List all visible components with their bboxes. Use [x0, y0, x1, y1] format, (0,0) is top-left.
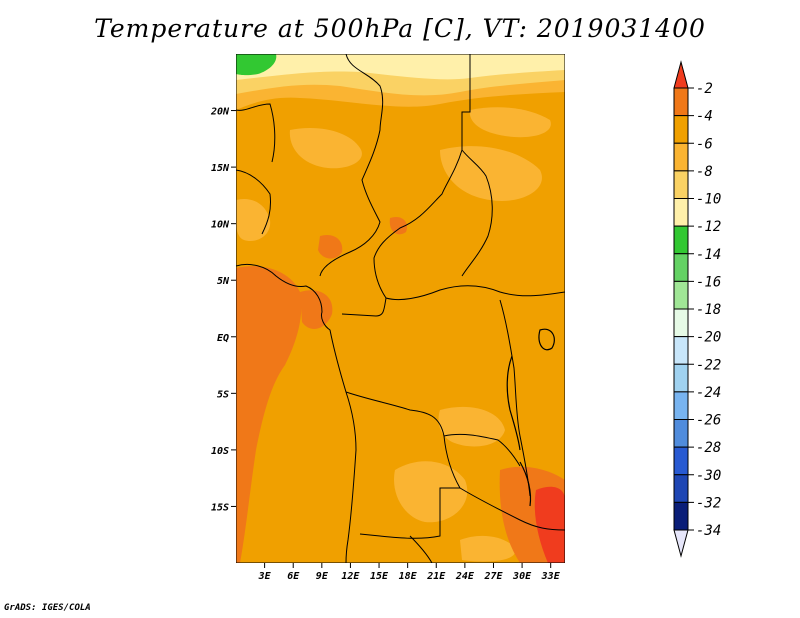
y-tick-label: 20N: [210, 107, 230, 118]
colorbar-swatch: [673, 336, 689, 365]
x-tick-label: 21E: [426, 571, 446, 582]
y-tick-label: 10S: [211, 446, 229, 457]
colorbar-label: -34: [696, 523, 721, 539]
colorbar-label: -30: [696, 468, 721, 484]
country-boundaries: [236, 54, 565, 563]
x-axis: 3E 6E 9E 12E 15E 18E 21E 24E 27E 30E 33E: [258, 563, 561, 582]
colorbar-arrow-bottom: [673, 529, 689, 558]
colorbar-label: -4: [696, 109, 713, 125]
field-patch-dark-gulf: [300, 290, 333, 329]
colorbar-label: -6: [696, 136, 713, 152]
colorbar: -2 -4 -6 -8 -10 -12 -14 -16 -18 -20 -22 -24 -26 -28 -3…: [673, 60, 721, 558]
colorbar-label: -14: [696, 247, 721, 263]
field-patch-light-sahel-1: [289, 128, 362, 169]
x-tick-label: 12E: [341, 571, 360, 582]
y-tick-label: EQ: [217, 333, 229, 344]
x-tick-label: 3E: [258, 571, 272, 582]
field-band-green-nw: [236, 54, 277, 76]
colorbar-swatch: [673, 474, 689, 503]
x-tick-label: 15E: [370, 571, 389, 582]
map-field: [236, 54, 565, 563]
colorbar-swatch: [673, 391, 689, 420]
colorbar-swatch: [673, 308, 689, 338]
field-patch-light-south-3: [460, 535, 516, 562]
colorbar-swatch: [673, 501, 689, 531]
field-band-dark-west: [236, 266, 302, 563]
chart-title: Temperature at 500hPa [C], VT: 201903140…: [94, 14, 706, 43]
colorbar-swatch: [673, 142, 689, 172]
y-tick-label: 15S: [211, 502, 229, 513]
colorbar-label: -28: [696, 440, 721, 456]
field-patch-dark-nigeria: [318, 234, 343, 259]
grads-credit: GrADS: IGES/COLA: [4, 603, 91, 613]
colorbar-label: -26: [696, 413, 721, 429]
colorbar-label: -10: [696, 192, 721, 208]
colorbar-label: -22: [696, 357, 721, 373]
field-band-cream-north: [236, 54, 565, 80]
colorbar-swatch: [673, 87, 689, 117]
field-band-red-southeast: [534, 486, 565, 563]
field-patch-light-sahel-2: [440, 146, 542, 201]
colorbar-swatch: [673, 198, 689, 227]
y-axis: 20N 15N 10N 5N EQ 5S 10S 15S: [210, 107, 236, 513]
x-tick-label: 24E: [455, 571, 475, 582]
field-patch-light-west: [236, 198, 271, 242]
y-tick-label: 10N: [211, 220, 230, 231]
colorbar-label: -18: [696, 302, 721, 318]
colorbar-label: -20: [696, 330, 721, 346]
colorbar-label: -12: [696, 219, 721, 235]
x-tick-label: 30E: [512, 571, 532, 582]
y-tick-label: 15N: [211, 163, 230, 174]
colorbar-swatch: [673, 419, 689, 448]
colorbar-swatch: [673, 253, 689, 282]
colorbar-swatch: [673, 280, 689, 310]
colorbar-swatch: [673, 115, 689, 144]
colorbar-swatch: [673, 363, 689, 393]
x-tick-label: 33E: [541, 571, 561, 582]
lakes: [506, 328, 555, 507]
colorbar-swatch: [673, 225, 689, 255]
field-patch-dark-chad: [389, 216, 408, 235]
colorbar-swatch: [673, 170, 689, 199]
field-patch-light-south-1: [394, 461, 468, 523]
y-tick-label: 5S: [217, 389, 229, 400]
x-tick-label: 9E: [316, 571, 329, 582]
colorbar-label: -16: [696, 274, 721, 290]
colorbar-label: -2: [696, 81, 713, 97]
colorbar-swatch: [673, 446, 689, 476]
field-patch-light-sahel-3: [469, 107, 551, 138]
colorbar-arrow-top: [673, 60, 689, 89]
x-tick-label: 27E: [483, 571, 503, 582]
y-tick-label: 5N: [217, 276, 230, 287]
x-tick-label: 18E: [399, 571, 418, 582]
colorbar-label: -8: [696, 164, 713, 180]
colorbar-label: -24: [696, 385, 721, 401]
x-tick-label: 6E: [287, 571, 300, 582]
field-patch-light-south-2: [438, 406, 505, 447]
colorbar-label: -32: [696, 495, 721, 511]
